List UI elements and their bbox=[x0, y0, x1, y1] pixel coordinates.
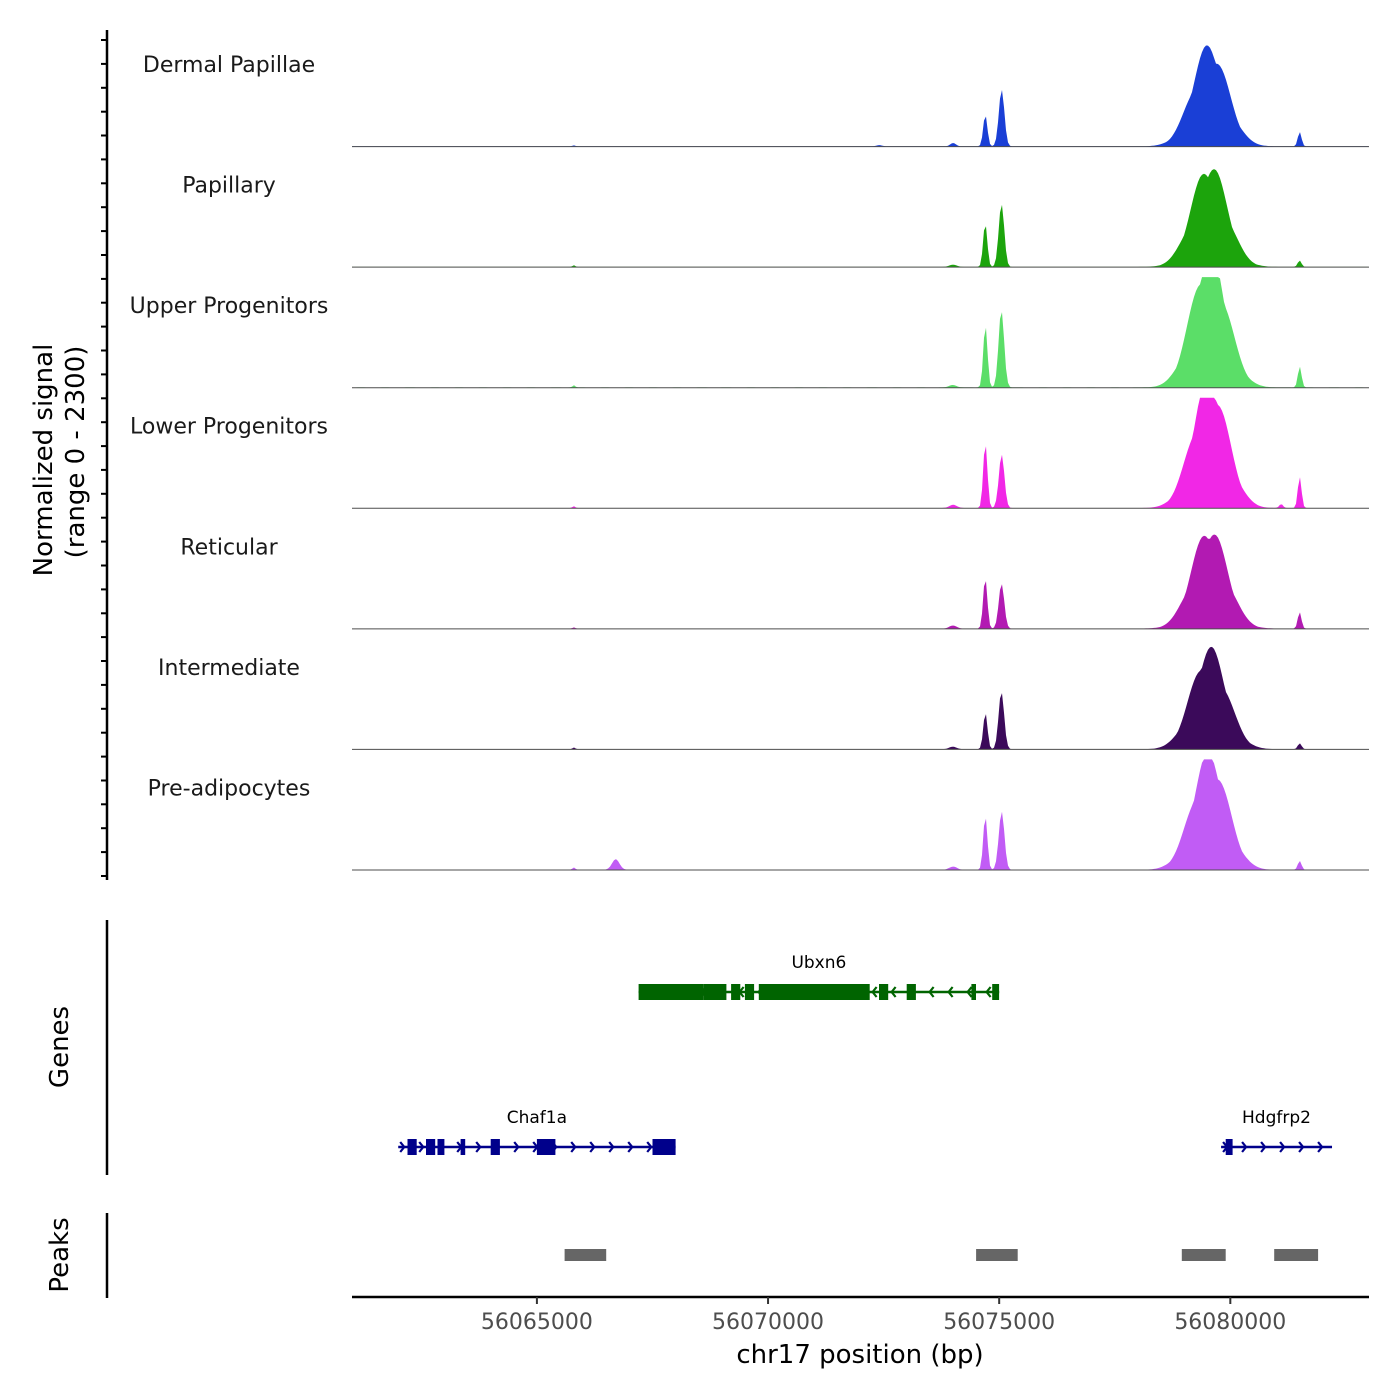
gene-exon bbox=[906, 984, 916, 1000]
strand-arrow bbox=[1279, 1141, 1286, 1153]
strand-arrow bbox=[928, 986, 935, 998]
gene-exon bbox=[638, 984, 704, 1000]
gene-label: Chaf1a bbox=[507, 1108, 567, 1128]
gene-exon bbox=[992, 984, 1000, 1000]
strand-arrow bbox=[1317, 1141, 1324, 1153]
track-label: Intermediate bbox=[158, 656, 300, 681]
genes-panel-label: Genes bbox=[45, 1006, 75, 1088]
peak-region bbox=[976, 1249, 1018, 1261]
gene-label: Ubxn6 bbox=[791, 953, 846, 973]
coverage-area bbox=[352, 45, 1369, 147]
gene-exon bbox=[823, 984, 870, 1000]
gene-model: Ubxn6 bbox=[638, 953, 1000, 1000]
coverage-area bbox=[352, 534, 1369, 629]
gene-exon bbox=[971, 984, 976, 1000]
strand-arrow bbox=[947, 986, 954, 998]
gene-exon bbox=[536, 1139, 556, 1155]
gene-exon bbox=[703, 984, 727, 1000]
gene-model: Chaf1a bbox=[398, 1108, 676, 1155]
strand-arrow bbox=[1241, 1141, 1248, 1153]
peak-region bbox=[1181, 1249, 1226, 1261]
gene-exon bbox=[731, 984, 741, 1000]
coverage-track: Dermal Papillae bbox=[143, 45, 1369, 148]
gene-exon bbox=[1225, 1139, 1233, 1155]
track-label: Lower Progenitors bbox=[130, 415, 328, 440]
peaks-panel-label: Peaks bbox=[45, 1217, 75, 1292]
y-axis-title-line1: Normalized signal bbox=[29, 344, 59, 577]
coverage-area bbox=[352, 277, 1369, 388]
strand-arrow bbox=[985, 986, 992, 998]
coverage-track: Upper Progenitors bbox=[130, 277, 1369, 389]
gene-exon bbox=[490, 1139, 500, 1155]
coverage-area bbox=[352, 759, 1369, 870]
track-label: Dermal Papillae bbox=[143, 53, 315, 78]
gene-exon bbox=[460, 1139, 466, 1155]
strand-arrow bbox=[646, 1141, 653, 1153]
gene-exon bbox=[744, 984, 755, 1000]
track-label: Upper Progenitors bbox=[130, 294, 329, 319]
strand-arrow bbox=[513, 1141, 520, 1153]
gene-model: Hdgfrp2 bbox=[1221, 1108, 1333, 1155]
x-tick-label: 56080000 bbox=[1174, 1310, 1286, 1335]
coverage-track: Pre-adipocytes bbox=[148, 759, 1369, 871]
strand-arrow bbox=[871, 986, 878, 998]
strand-arrow bbox=[399, 1141, 406, 1153]
strand-arrow bbox=[1260, 1141, 1267, 1153]
gene-exon bbox=[652, 1139, 676, 1155]
peaks-panel bbox=[564, 1249, 1319, 1261]
gene-exon bbox=[437, 1139, 445, 1155]
x-axis: 56065000 56070000 56075000 56080000 bbox=[352, 1295, 1369, 1335]
coverage-area bbox=[352, 397, 1369, 509]
coverage-track: Lower Progenitors bbox=[130, 397, 1369, 509]
strand-arrow bbox=[1298, 1141, 1305, 1153]
track-label: Papillary bbox=[182, 174, 276, 199]
strand-arrow bbox=[627, 1141, 634, 1153]
track-label: Reticular bbox=[180, 535, 278, 560]
strand-arrow bbox=[418, 1141, 425, 1153]
genes-panel: Ubxn6 Chaf1a Hdgfrp2 bbox=[398, 953, 1333, 1155]
peak-region bbox=[1274, 1249, 1319, 1261]
coverage-track: Papillary bbox=[182, 169, 1369, 268]
gene-exon bbox=[426, 1139, 436, 1155]
coverage-area bbox=[352, 646, 1369, 750]
strand-arrow bbox=[608, 1141, 615, 1153]
x-tick-label: 56070000 bbox=[712, 1310, 824, 1335]
strand-arrow bbox=[570, 1141, 577, 1153]
coverage-tracks: Dermal Papillae Papillary Upper Progenitor… bbox=[130, 45, 1369, 871]
strand-arrow bbox=[890, 986, 897, 998]
coverage-area bbox=[352, 169, 1369, 268]
strand-arrow bbox=[475, 1141, 482, 1153]
x-tick-label: 56065000 bbox=[481, 1310, 593, 1335]
peak-region bbox=[564, 1249, 607, 1261]
gene-exon bbox=[407, 1139, 417, 1155]
gene-exon bbox=[758, 984, 824, 1000]
y-axis-title-line2: (range 0 - 2300) bbox=[61, 346, 91, 559]
coverage-track: Reticular bbox=[180, 534, 1369, 630]
x-tick-label: 56075000 bbox=[943, 1310, 1055, 1335]
strand-arrow bbox=[589, 1141, 596, 1153]
strand-arrow bbox=[966, 986, 973, 998]
x-axis-title: chr17 position (bp) bbox=[736, 1340, 983, 1370]
gene-label: Hdgfrp2 bbox=[1242, 1108, 1311, 1128]
gene-exon bbox=[879, 984, 889, 1000]
coverage-track: Intermediate bbox=[158, 646, 1369, 750]
coverage-y-axis bbox=[101, 30, 109, 880]
track-label: Pre-adipocytes bbox=[148, 776, 311, 801]
